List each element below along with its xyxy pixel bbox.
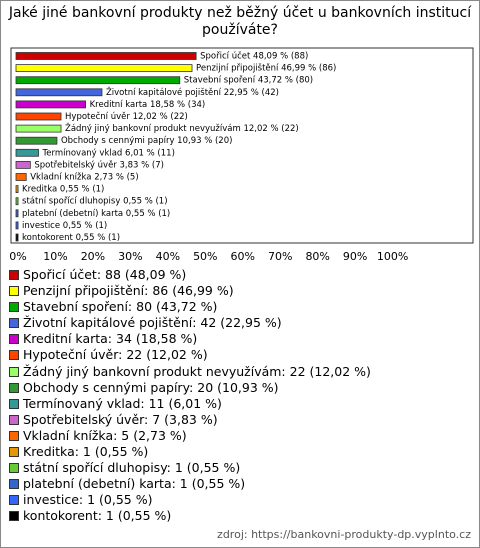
source: zdroj: https://bankovni-produkty-dp.vypl… xyxy=(217,528,471,541)
legend-label: Žádný jiný bankovní produkt nevyužívám: … xyxy=(23,363,371,379)
x-tick-label: 30% xyxy=(118,250,142,263)
x-tick-label: 40% xyxy=(156,250,180,263)
legend-swatch xyxy=(9,286,19,297)
chart: 0% 10% 20% 30% 40% 50% 60% 70% 80% 90% 100% Spořicí… xyxy=(9,47,474,263)
value-label: Kreditka 0,55 % (1) xyxy=(22,185,104,195)
legend-swatch xyxy=(9,398,19,409)
legend-swatch xyxy=(9,430,19,441)
legend-swatch xyxy=(9,270,19,280)
legend-swatch xyxy=(9,302,19,313)
legend-swatch xyxy=(9,479,19,490)
value-label: Penzijní připojištění 46,99 % (86) xyxy=(196,63,336,74)
x-tick-label: 20% xyxy=(81,250,105,263)
legend-item: kontokorent: 1 (0,55 %) xyxy=(9,508,371,524)
legend-swatch xyxy=(9,495,19,506)
legend-swatch xyxy=(9,463,19,474)
bar xyxy=(15,233,19,242)
bar xyxy=(15,209,19,218)
x-tick-label: 80% xyxy=(305,250,329,263)
legend-swatch xyxy=(9,382,19,393)
legend-label: státní spořící dluhopisy: 1 (0,55 %) xyxy=(23,460,241,476)
legend-label: Kreditka: 1 (0,55 %) xyxy=(23,444,149,460)
legend-item: Obchody s cennými papíry: 20 (10,93 %) xyxy=(9,380,371,396)
legend-label: Penzijní připojištění: 86 (46,99 %) xyxy=(23,283,234,299)
legend-swatch xyxy=(9,447,19,458)
value-label: státní spořící dluhopisy 0,55 % (1) xyxy=(22,197,167,207)
legend-label: kontokorent: 1 (0,55 %) xyxy=(23,508,172,524)
x-tick-label: 100% xyxy=(377,250,408,263)
bar xyxy=(15,173,27,181)
legend-item: Žádný jiný bankovní produkt nevyužívám: … xyxy=(9,364,371,380)
bar xyxy=(15,88,103,97)
value-label: kontokorent 0,55 % (1) xyxy=(22,233,120,243)
legend-item: Penzijní připojištění: 86 (46,99 %) xyxy=(9,283,371,299)
x-tick-label: 90% xyxy=(343,250,367,263)
value-label: platební (debetní) karta 0,55 % (1) xyxy=(22,209,170,219)
value-label: Stavební spoření 43,72 % (80) xyxy=(184,76,313,86)
x-tick-label: 50% xyxy=(193,250,217,263)
value-label: Životní kapitálové pojištění 22,95 % (42… xyxy=(106,86,279,98)
legend-item: Stavební spoření: 80 (43,72 %) xyxy=(9,299,371,315)
legend-label: Kreditní karta: 34 (18,58 %) xyxy=(23,331,198,347)
legend-item: státní spořící dluhopisy: 1 (0,55 %) xyxy=(9,460,371,476)
bar xyxy=(15,64,193,72)
value-label: Vkladní knížka 2,73 % (5) xyxy=(30,173,138,183)
bar xyxy=(15,160,31,169)
bar xyxy=(15,100,86,109)
bar xyxy=(15,197,19,206)
legend-label: Hypoteční úvěr: 22 (12,02 %) xyxy=(23,347,208,363)
legend-item: Kreditka: 1 (0,55 %) xyxy=(9,444,371,460)
bar xyxy=(15,76,181,85)
value-label: Kreditní karta 18,58 % (34) xyxy=(90,100,206,110)
legend-label: Spotřebitelský úvěr: 7 (3,83 %) xyxy=(23,411,218,427)
legend-label: platební (debetní) karta: 1 (0,55 %) xyxy=(23,476,246,492)
legend-swatch xyxy=(9,414,19,425)
legend-swatch xyxy=(9,334,19,345)
bar xyxy=(15,136,58,145)
legend-swatch xyxy=(9,318,19,329)
legend-item: Kreditní karta: 34 (18,58 %) xyxy=(9,331,371,347)
bar xyxy=(15,148,39,157)
legend-swatch xyxy=(9,350,19,361)
legend-label: Vkladní knížka: 5 (2,73 %) xyxy=(23,427,187,443)
value-label: Obchody s cennými papíry 10,93 % (20) xyxy=(61,136,233,146)
bar xyxy=(15,112,62,121)
legend-label: Životní kapitálové pojištění: 42 (22,95 … xyxy=(23,315,282,331)
value-label: Žádný jiný bankovní produkt nevyužívám 1… xyxy=(65,122,299,134)
legend: Spořicí účet: 88 (48,09 %) Penzijní připo… xyxy=(9,267,371,525)
legend-item: Hypoteční úvěr: 22 (12,02 %) xyxy=(9,347,371,363)
value-label: Termínovaný vklad 6,01 % (11) xyxy=(42,148,175,158)
legend-item: Životní kapitálové pojištění: 42 (22,95 … xyxy=(9,315,371,331)
bar xyxy=(15,124,62,133)
x-tick-label: 10% xyxy=(43,250,67,263)
legend-swatch xyxy=(9,511,19,522)
legend-item: Spořicí účet: 88 (48,09 %) xyxy=(9,267,371,283)
chart-title: Jaké jiné bankovní produkty než běžný úč… xyxy=(8,5,472,38)
bar xyxy=(15,221,19,230)
legend-label: Stavební spoření: 80 (43,72 %) xyxy=(23,299,218,315)
legend-label: Termínovaný vklad: 11 (6,01 %) xyxy=(23,395,222,411)
value-label: Hypoteční úvěr 12,02 % (22) xyxy=(65,111,188,122)
legend-label: Obchody s cennými papíry: 20 (10,93 %) xyxy=(23,379,279,395)
bar xyxy=(15,185,19,194)
x-tick-label: 60% xyxy=(231,250,255,263)
value-label: Spořicí účet 48,09 % (88) xyxy=(200,51,308,62)
legend-swatch xyxy=(9,366,19,377)
legend-label: investice: 1 (0,55 %) xyxy=(23,492,153,508)
bar xyxy=(15,52,197,60)
legend-item: platební (debetní) karta: 1 (0,55 %) xyxy=(9,476,371,492)
value-label: Spotřebitelský úvěr 3,83 % (7) xyxy=(34,160,164,170)
x-tick-label: 70% xyxy=(268,250,292,263)
legend-item: Spotřebitelský úvěr: 7 (3,83 %) xyxy=(9,412,371,428)
legend-label: Spořicí účet: 88 (48,09 %) xyxy=(23,267,187,282)
value-label: investice 0,55 % (1) xyxy=(22,221,107,231)
legend-item: Termínovaný vklad: 11 (6,01 %) xyxy=(9,396,371,412)
legend-item: Vkladní knížka: 5 (2,73 %) xyxy=(9,428,371,444)
x-tick-label: 0% xyxy=(9,250,26,263)
legend-item: investice: 1 (0,55 %) xyxy=(9,492,371,508)
